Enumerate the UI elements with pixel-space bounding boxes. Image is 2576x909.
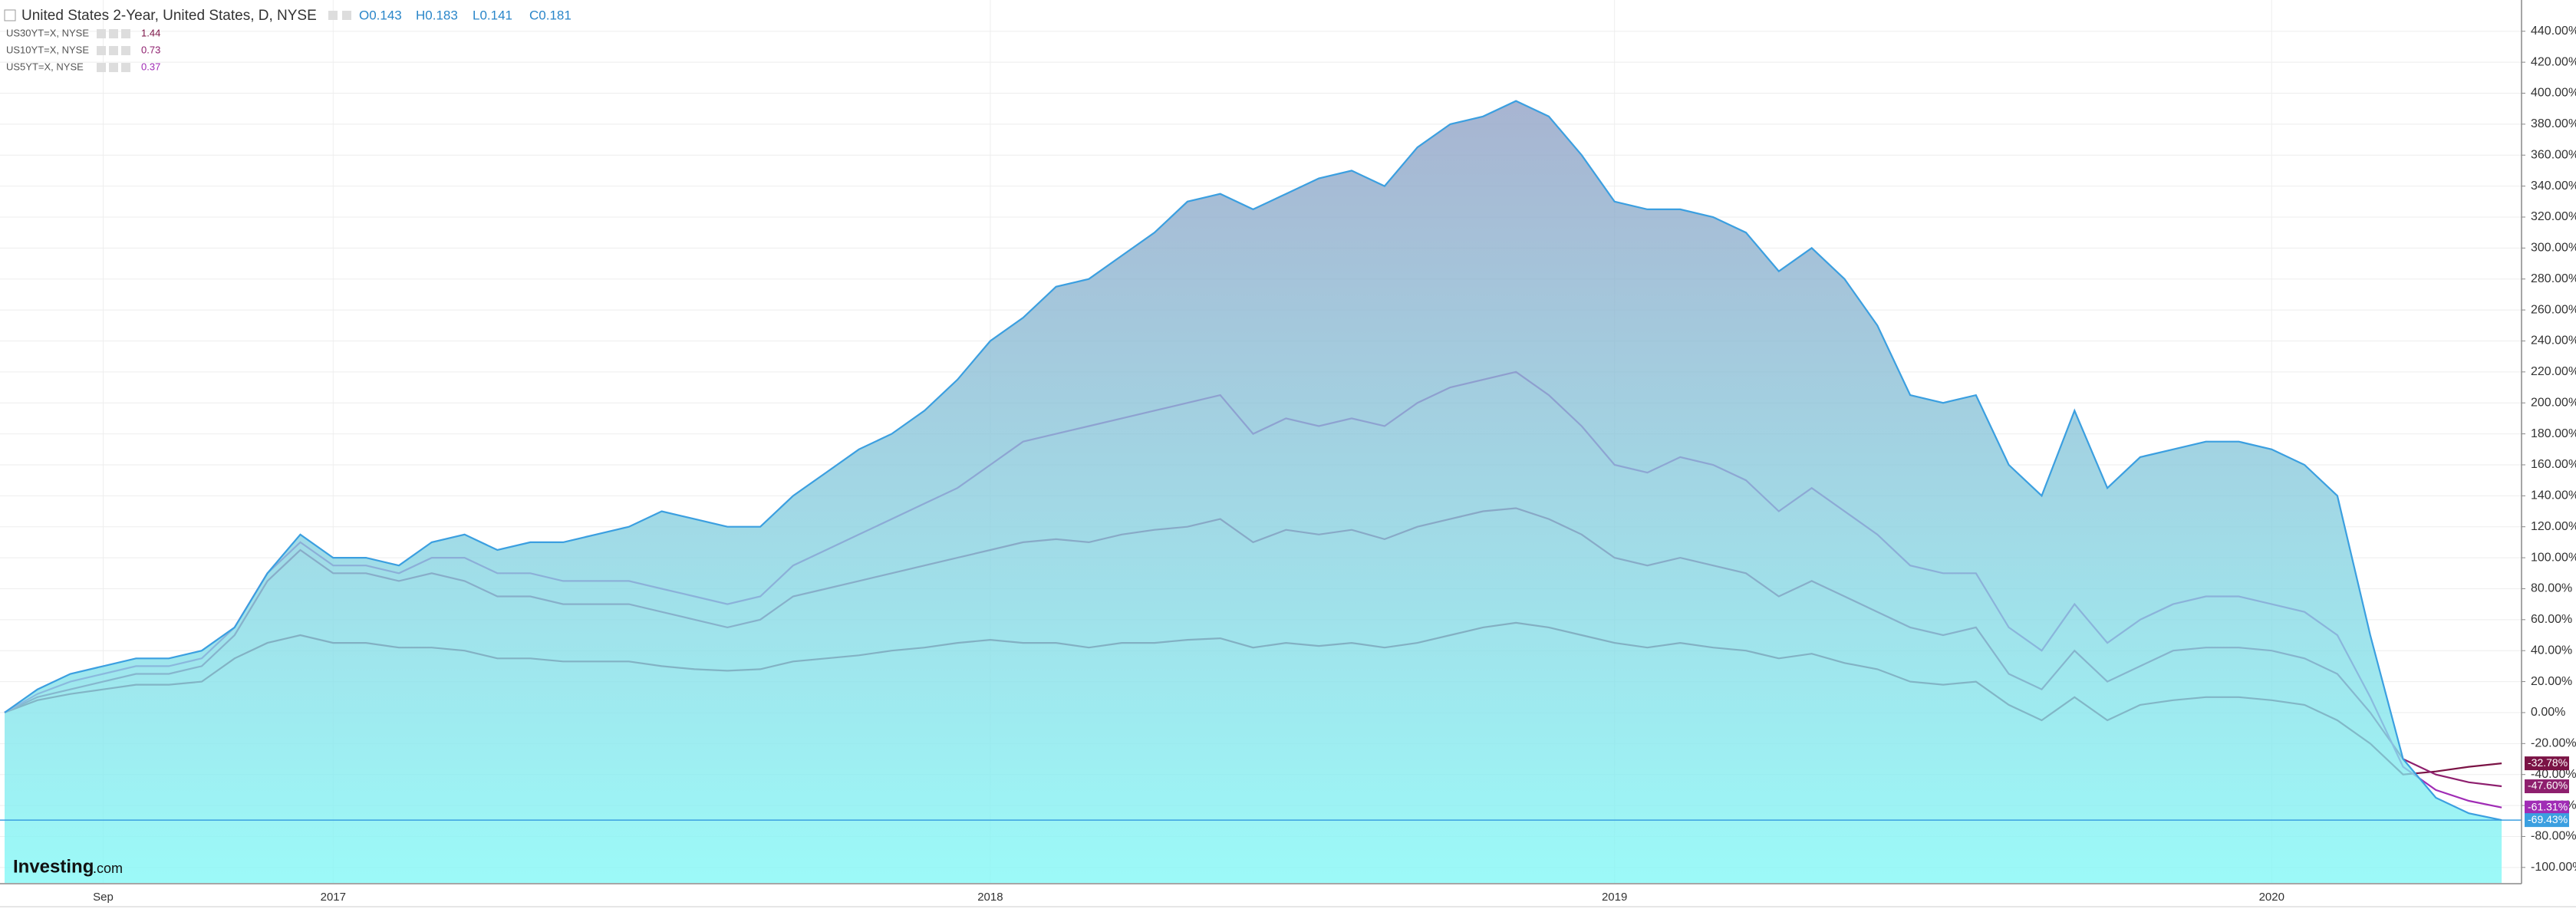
legend-icon[interactable] [109,29,118,38]
y-tick-label: 0.00% [2531,706,2565,719]
y-tick-label: 420.00% [2531,55,2576,68]
y-tick-label: 260.00% [2531,303,2576,316]
x-tick-label: 2020 [2259,891,2284,904]
ohlc-close: C0.181 [529,8,572,22]
y-tick-label: 120.00% [2531,520,2576,533]
legend-quote: 1.44 [141,27,160,38]
legend-name: US5YT=X, NYSE [6,61,84,72]
ohlc-open: O0.143 [359,8,402,22]
legend-icon[interactable] [109,63,118,72]
y-tick-label: -20.00% [2531,737,2576,750]
last-value-box [2525,800,2569,815]
legend-icon[interactable] [97,29,106,38]
last-value-label: -69.43% [2528,813,2568,825]
ohlc-low: L0.141 [473,8,512,22]
header-title: United States 2-Year, United States, D, … [21,8,317,24]
y-tick-label: 20.00% [2531,675,2572,688]
x-tick-label: 2017 [321,891,346,904]
y-tick-label: 140.00% [2531,489,2576,502]
icon[interactable] [328,11,338,20]
last-value-box [2525,779,2569,794]
y-tick-label: 160.00% [2531,458,2576,471]
y-tick-label: -40.00% [2531,768,2576,781]
y-tick-label: 180.00% [2531,427,2576,440]
x-tick-label: 2018 [977,891,1003,904]
legend: United States 2-Year, United States, D, … [4,8,572,72]
y-tick-label: 240.00% [2531,334,2576,347]
last-value-label: -61.31% [2528,800,2568,812]
y-tick-label: -80.00% [2531,830,2576,843]
legend-icon[interactable] [109,46,118,55]
icon[interactable] [342,11,351,20]
y-tick-label: 80.00% [2531,582,2572,595]
x-tick-label: 2019 [1602,891,1627,904]
last-value-box [2525,813,2569,828]
area-line [4,100,2502,822]
legend-name: US30YT=X, NYSE [6,27,89,38]
y-tick-label: 40.00% [2531,644,2572,657]
legend-icon[interactable] [97,63,106,72]
legend-icon[interactable] [121,29,130,38]
last-value-box [2525,756,2569,771]
y-tick-label: 400.00% [2531,87,2576,100]
legend-name: US10YT=X, NYSE [6,44,89,55]
last-value-label: -32.78% [2528,756,2568,769]
y-tick-label: 100.00% [2531,551,2576,564]
area-fill [5,100,2502,884]
collapse-icon[interactable] [4,9,16,21]
y-tick-label: 200.00% [2531,396,2576,409]
ohlc-high: H0.183 [416,8,458,22]
legend-icon[interactable] [121,46,130,55]
legend-quote: 0.37 [141,61,160,72]
y-tick-label: 380.00% [2531,117,2576,130]
y-tick-label: 60.00% [2531,613,2572,626]
y-tick-label: 320.00% [2531,210,2576,223]
y-tick-label: 220.00% [2531,365,2576,378]
y-tick-label: 300.00% [2531,242,2576,255]
y-tick-label: 440.00% [2531,25,2576,38]
x-tick-label: Sep [93,891,114,904]
logo-name: Investing [13,856,94,877]
last-value-label: -47.60% [2528,779,2568,792]
legend-icon[interactable] [97,46,106,55]
y-tick-label: -100.00% [2531,861,2576,874]
legend-icon[interactable] [121,63,130,72]
y-tick-label: 360.00% [2531,148,2576,161]
logo-suffix: .com [93,861,123,876]
logo: Investing .com [13,856,123,877]
labels: 440.00% 420.00% 400.00% 380.00% 360.00% 340.0… [93,25,2576,904]
y-tick-label: 340.00% [2531,179,2576,193]
y-tick-label: 280.00% [2531,272,2576,285]
legend-quote: 0.73 [141,44,160,55]
area-layer [0,100,2522,884]
